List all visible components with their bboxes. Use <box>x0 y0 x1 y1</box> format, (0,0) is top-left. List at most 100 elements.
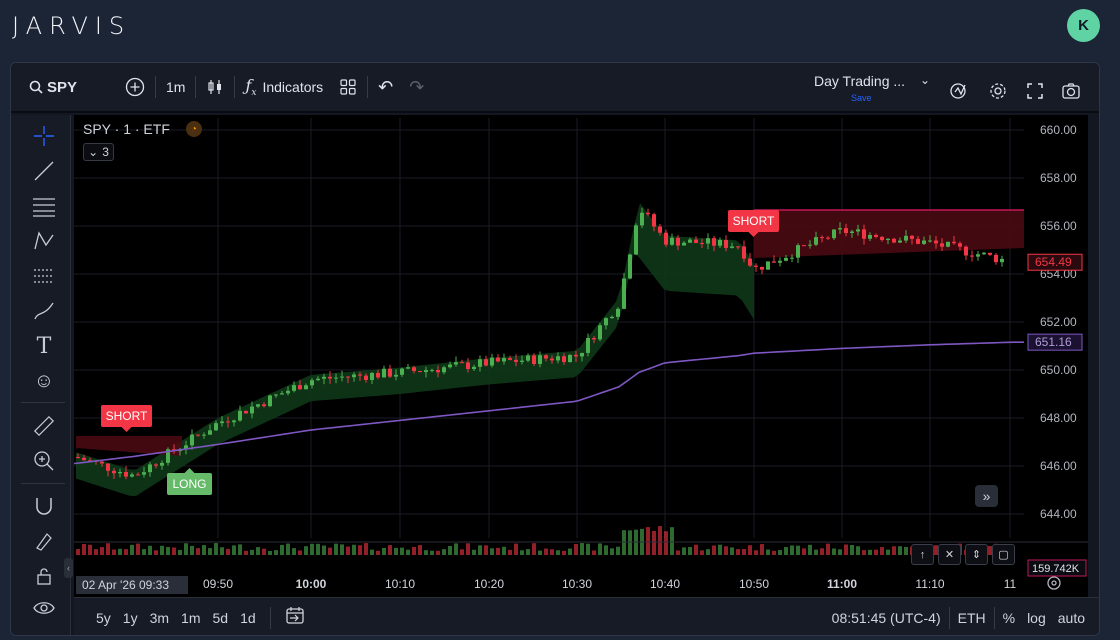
camera-icon[interactable] <box>1061 81 1081 106</box>
fullscreen-icon[interactable] <box>1025 81 1045 106</box>
indicators-button[interactable]: ƒx Indicators <box>237 72 331 102</box>
candle-body <box>640 212 644 226</box>
collapse-pane-icon[interactable]: ⇕ <box>965 544 988 565</box>
range-button-5y[interactable]: 5y <box>96 609 111 626</box>
bottom-toolbar: 5y 1y 3m 1m 5d 1d 08:51:45 (UTC-4) ETH % log … <box>74 597 1099 635</box>
volume-bar <box>472 549 476 555</box>
candle-body <box>298 385 302 390</box>
range-button-3m[interactable]: 3m <box>149 609 170 626</box>
candle-body <box>82 457 86 461</box>
volume-bar <box>616 546 620 555</box>
candle-body <box>406 367 410 369</box>
pattern-icon[interactable] <box>31 228 57 254</box>
horizontal-lines-icon[interactable] <box>31 193 57 219</box>
candles-icon <box>206 78 224 96</box>
volume-bar <box>448 545 452 555</box>
volume-bar <box>430 550 434 555</box>
candle-body <box>412 367 416 372</box>
range-button-1y[interactable]: 1y <box>122 609 138 626</box>
candle-body <box>400 368 404 375</box>
fib-icon[interactable] <box>31 263 57 289</box>
candle-body <box>628 254 632 279</box>
compare-add-button[interactable] <box>117 72 153 102</box>
volume-bar <box>106 543 110 555</box>
zoom-in-icon[interactable] <box>31 448 57 474</box>
axis-settings-icon[interactable] <box>1045 574 1063 592</box>
price-chart[interactable]: 660.00658.00656.00654.00652.00650.00648.… <box>74 115 1088 603</box>
brush-icon[interactable] <box>31 298 57 324</box>
user-avatar[interactable]: K <box>1067 9 1100 42</box>
volume-bar <box>418 545 422 555</box>
volume-bar <box>124 549 128 555</box>
candle-body <box>280 393 284 395</box>
crosshair-icon[interactable] <box>31 123 57 149</box>
candle-body <box>730 246 734 248</box>
candle-body <box>274 394 278 396</box>
goto-date-icon[interactable] <box>279 607 311 628</box>
scroll-to-realtime-button[interactable]: » <box>975 485 998 507</box>
lock-drawing-icon[interactable] <box>31 528 57 554</box>
candle-body <box>382 368 386 378</box>
maximize-pane-icon[interactable]: ▢ <box>992 544 1015 565</box>
range-button-5d[interactable]: 5d <box>212 609 229 626</box>
candle-body <box>442 367 446 373</box>
emoji-icon[interactable]: ☺ <box>33 369 55 392</box>
time-tick-label: 10:00 <box>296 577 327 591</box>
gear-icon[interactable] <box>988 81 1008 106</box>
range-button-1d[interactable]: 1d <box>240 609 256 626</box>
volume-bar <box>160 545 164 555</box>
candle-body <box>568 354 572 363</box>
volume-bar <box>268 550 272 555</box>
candle-body <box>856 229 860 232</box>
candle-body <box>706 238 710 244</box>
volume-bar <box>286 543 290 555</box>
percent-scale-button[interactable]: % <box>1002 609 1016 626</box>
range-button-1m[interactable]: 1m <box>181 609 201 626</box>
candle-body <box>376 372 380 378</box>
interval-button[interactable]: 1m <box>166 79 186 95</box>
short-signal-bg <box>728 210 779 232</box>
volume-bar <box>790 545 794 555</box>
candle-body <box>130 474 134 477</box>
auto-scale-button[interactable]: auto <box>1057 609 1085 626</box>
magnet-icon[interactable] <box>31 493 57 519</box>
volume-bar <box>250 549 254 555</box>
trend-line-icon[interactable] <box>31 158 57 184</box>
volume-bar <box>166 547 170 555</box>
arrow-up-icon[interactable]: ↑ <box>911 544 934 565</box>
candle-body <box>586 338 590 353</box>
symbol-search-button[interactable]: SPY <box>11 72 85 102</box>
log-scale-button[interactable]: log <box>1027 609 1046 626</box>
candle-body <box>478 359 482 367</box>
undo-button[interactable]: ↶ <box>370 72 401 102</box>
lock-icon[interactable] <box>31 563 57 589</box>
brand-logo: JARVIS <box>12 12 132 40</box>
price-tick-label: 652.00 <box>1040 315 1077 329</box>
divider <box>993 606 995 629</box>
clock-label[interactable]: 08:51:45 (UTC-4) <box>831 609 941 626</box>
legend-collapse-button[interactable]: ⌄ 3 <box>83 143 114 161</box>
session-button[interactable]: ETH <box>957 609 986 626</box>
volume-bar <box>340 544 344 555</box>
templates-button[interactable] <box>331 72 365 102</box>
chart-type-button[interactable] <box>198 72 232 102</box>
time-tick-label: 11:10 <box>915 577 944 591</box>
candle-body <box>388 368 392 377</box>
redo-button[interactable]: ↷ <box>401 72 432 102</box>
ruler-icon[interactable] <box>31 413 57 439</box>
candle-body <box>466 362 470 370</box>
close-icon[interactable]: ✕ <box>938 544 961 565</box>
eye-icon[interactable] <box>31 595 57 621</box>
candle-body <box>832 229 836 239</box>
candle-body <box>370 372 374 380</box>
candle-body <box>220 421 224 424</box>
price-tick-label: 646.00 <box>1040 459 1077 473</box>
alert-icon[interactable] <box>949 81 969 106</box>
candle-body <box>238 410 242 421</box>
layout-save-link[interactable]: Save <box>851 93 872 103</box>
text-tool-icon[interactable]: T <box>36 333 52 359</box>
layout-selector[interactable]: Day Trading ... ⌄ Save <box>814 73 932 105</box>
candle-body <box>808 244 812 246</box>
volume-bar <box>718 544 722 555</box>
collapse-toolbar-button[interactable]: ‹ <box>64 558 73 578</box>
